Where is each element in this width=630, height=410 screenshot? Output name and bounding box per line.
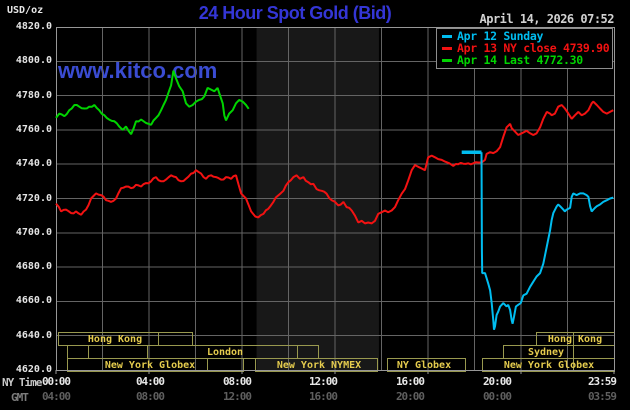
- legend-item: Apr 13 NY close 4739.90: [442, 41, 612, 55]
- ny-time-axis-label: NY Time: [2, 376, 42, 389]
- y-axis-tick-label: 4660.0: [15, 295, 52, 307]
- x-axis-ny-tick-label: 23:59: [587, 375, 617, 388]
- gmt-axis-label: GMT: [11, 391, 29, 404]
- session-label-hong-kong: Hong Kong: [547, 333, 603, 345]
- market-session-box: [88, 345, 148, 359]
- y-axis-tick-label: 4780.0: [15, 89, 52, 101]
- legend-dash-icon: [442, 34, 452, 38]
- price-line-apr-14-last-4772-30: [55, 70, 250, 135]
- y-axis-tick-label: 4640.0: [15, 329, 52, 341]
- legend: Apr 12 Sunday Apr 13 NY close 4739.90 Apr …: [436, 28, 613, 69]
- x-axis-gmt-tick-label: 00:00: [482, 390, 512, 403]
- legend-item: Apr 12 Sunday: [442, 29, 612, 43]
- y-axis-tick-label: 4820.0: [15, 21, 52, 32]
- x-axis-gmt-tick-label: 08:00: [135, 390, 165, 403]
- legend-item: Apr 14 Last 4772.30: [442, 53, 612, 67]
- timestamp-label: April 14, 2026 07:52: [479, 12, 615, 26]
- y-axis-tick-label: 4720.0: [15, 192, 52, 204]
- x-axis-ny-tick-label: 12:00: [308, 375, 338, 388]
- legend-item-label: Apr 12 Sunday: [457, 29, 544, 43]
- price-line-apr-12-sunday: [480, 152, 614, 330]
- y-axis-tick-label: 4620.0: [15, 364, 52, 375]
- x-axis-ny-tick-label: 04:00: [135, 375, 165, 388]
- session-label-new-york-globex: New York Globex: [503, 359, 595, 371]
- page-title: 24 Hour Spot Gold (Bid): [198, 3, 392, 23]
- x-axis-gmt-tick-label: 12:00: [222, 390, 252, 403]
- session-label-sydney: Sydney: [527, 346, 565, 358]
- y-axis-tick-label: 4680.0: [15, 261, 52, 273]
- session-label-ny-globex: NY Globex: [396, 359, 452, 371]
- x-axis-gmt-tick-label: 03:59: [587, 390, 617, 403]
- session-label-new-york-nymex: New York NYMEX: [276, 359, 362, 371]
- x-axis-ny-tick-label: 20:00: [482, 375, 512, 388]
- market-session-box: [387, 358, 466, 372]
- session-label-london: London: [206, 346, 244, 358]
- session-label-new-york-globex: New York Globex: [104, 359, 196, 371]
- x-axis-gmt-tick-label: 16:00: [308, 390, 338, 403]
- kitco-watermark-link[interactable]: www.kitco.com: [58, 58, 218, 83]
- x-axis-ny-tick-label: 16:00: [395, 375, 425, 388]
- market-session-box: [67, 345, 89, 359]
- y-axis-tick-label: 4800.0: [15, 55, 52, 67]
- legend-item-label: Apr 13 NY close 4739.90: [457, 41, 610, 55]
- x-axis-gmt-tick-label: 20:00: [395, 390, 425, 403]
- y-axis-tick-label: 4760.0: [15, 123, 52, 135]
- session-label-hong-kong: Hong Kong: [87, 333, 143, 345]
- legend-item-label: Apr 14 Last 4772.30: [457, 53, 583, 67]
- x-axis-ny-tick-label: 00:00: [41, 375, 71, 388]
- x-axis-ny-tick-label: 08:00: [222, 375, 252, 388]
- price-line-apr-13-ny-close-4739-90: [55, 100, 614, 225]
- legend-dash-icon: [442, 58, 452, 62]
- legend-dash-icon: [442, 46, 452, 50]
- y-axis-unit-label: USD/oz: [7, 5, 44, 16]
- y-axis-tick-label: 4740.0: [15, 158, 52, 170]
- market-session-box: [67, 358, 244, 372]
- x-axis-gmt-tick-label: 04:00: [41, 390, 71, 403]
- y-axis-tick-label: 4700.0: [15, 226, 52, 238]
- market-session-box: [255, 358, 378, 372]
